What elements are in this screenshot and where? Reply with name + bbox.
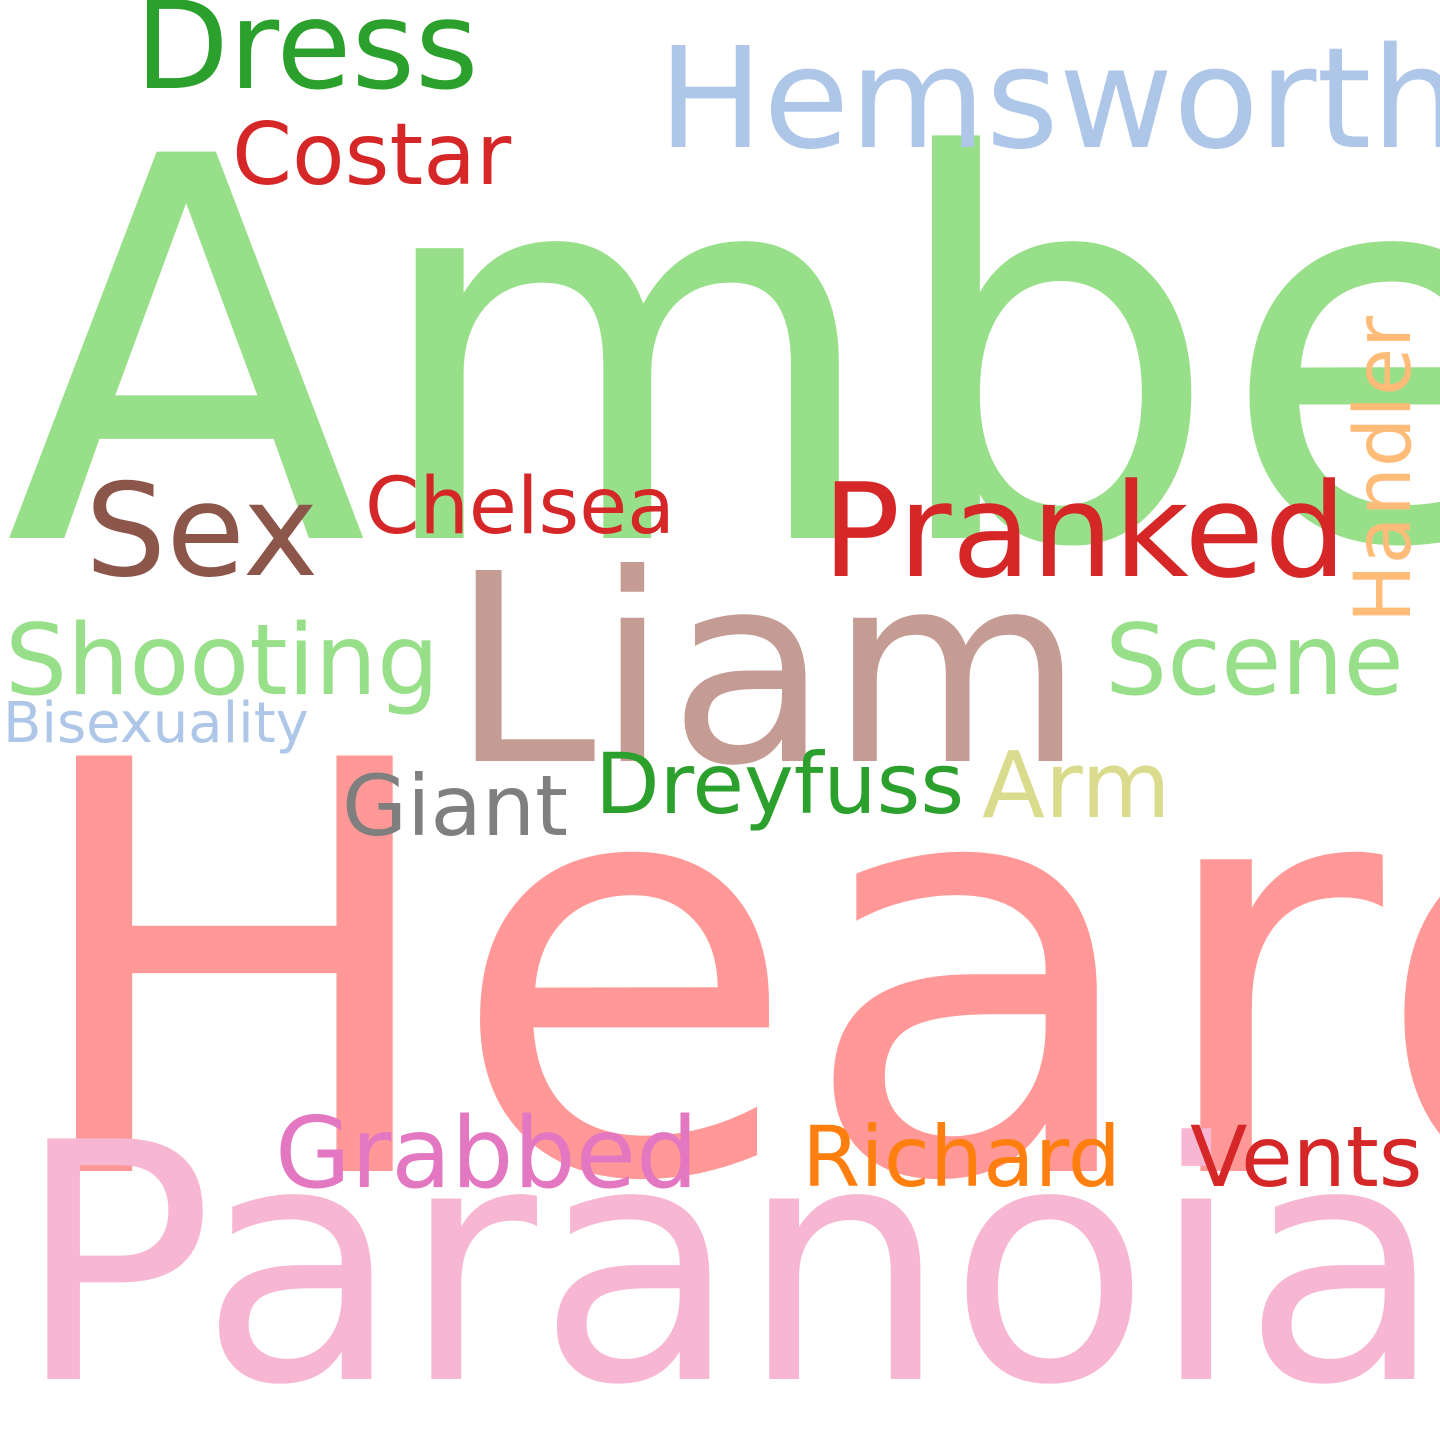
word-richard: Richard — [802, 1108, 1121, 1206]
word-liam: Liam — [450, 518, 1085, 823]
word-amber: Amber — [5, 46, 1440, 663]
word-dreyfuss: Dreyfuss — [595, 735, 965, 833]
word-handler: Handler — [1339, 315, 1429, 623]
word-vents: Vents — [1190, 1108, 1423, 1206]
word-giant: Giant — [342, 757, 569, 855]
word-dress: Dress — [135, 0, 479, 117]
word-grabbed: Grabbed — [275, 1097, 699, 1211]
word-scene: Scene — [1105, 604, 1404, 718]
word-sex: Sex — [85, 457, 319, 606]
word-shooting: Shooting — [5, 604, 440, 718]
word-hemsworth: Hemsworth — [658, 18, 1440, 181]
word-heard: Heard — [20, 643, 1440, 1306]
word-bisexuality: Bisexuality — [3, 691, 309, 756]
word-costar: Costar — [232, 105, 512, 205]
word-paranoia: Paranoia — [15, 1073, 1440, 1440]
word-pranked: Pranked — [822, 455, 1347, 607]
word-chelsea: Chelsea — [365, 462, 675, 552]
word-arm: Arm — [982, 732, 1171, 839]
